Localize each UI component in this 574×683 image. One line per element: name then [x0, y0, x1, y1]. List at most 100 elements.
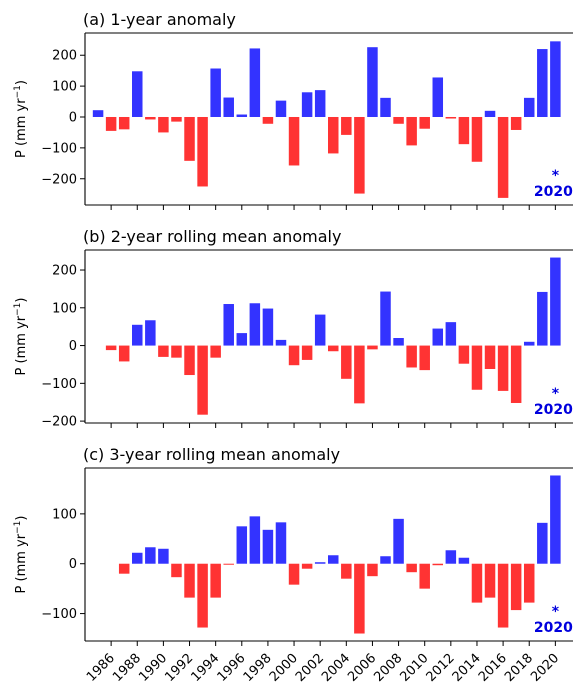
- panel-c-bar-1989: [145, 547, 156, 564]
- panel-b-bar-2012: [445, 322, 457, 346]
- panel-b-bar-2004: [341, 345, 352, 379]
- panel-b-bar-2007: [380, 291, 391, 346]
- panel-b-ytick-label: 0: [69, 339, 77, 354]
- panel-c-bar-1988: [132, 552, 143, 564]
- panel-c-bar-2011: [432, 563, 444, 566]
- panel-a-bar-2018: [523, 97, 535, 117]
- panel-b-bar-1992: [184, 345, 195, 376]
- panel-b-bar-2010: [419, 345, 430, 371]
- panel-c-annotation-star: *: [552, 604, 560, 620]
- panel-b-bar-1997: [249, 303, 261, 346]
- panel-a-bar-1988: [132, 71, 143, 117]
- panel-a-bar-2004: [341, 116, 352, 135]
- panel-b-bar-2020: [550, 257, 561, 346]
- panel-b-bar-2016: [497, 345, 509, 391]
- panel-c-bar-2015: [484, 563, 496, 598]
- panel-b-ylabel-close: ): [14, 298, 29, 303]
- panel-b-bar-1991: [171, 345, 182, 358]
- panel-a-bar-1986: [105, 116, 117, 131]
- panel-a-bar-2014: [471, 116, 483, 162]
- panel-c-bar-2005: [354, 563, 365, 634]
- panel-c-bar-2016: [497, 563, 509, 628]
- panel-c-bar-2003: [328, 555, 339, 564]
- panel-c-bar-1997: [249, 516, 261, 564]
- panel-a-bar-2011: [432, 77, 444, 117]
- panel-b-bar-1996: [236, 333, 248, 346]
- panel-c-bar-2001: [301, 563, 313, 569]
- panel-a-bar-1997: [249, 48, 261, 117]
- panel-b-bar-2014: [471, 345, 483, 390]
- panel-b-bar-2009: [406, 345, 417, 368]
- panel-a-bar-2017: [510, 116, 522, 130]
- panel-b-bar-1986: [105, 345, 117, 351]
- panel-c-bar-1999: [275, 522, 287, 564]
- panel-c-bar-1991: [171, 563, 182, 578]
- panel-a-bar-2016: [497, 116, 509, 198]
- panel-a-ytick-label: −100: [41, 141, 77, 156]
- panel-b-bar-2011: [432, 328, 444, 346]
- panel-a-bar-2006: [367, 47, 378, 117]
- panel-b-bar-1988: [132, 324, 143, 346]
- panel-a-bar-1998: [262, 116, 274, 124]
- panel-b-ylabel: P (mm yr−1): [13, 298, 29, 376]
- panel-b-bar-2006: [367, 345, 378, 350]
- panel-a-bar-2020: [550, 41, 561, 118]
- panel-c-bar-1995: [223, 563, 234, 565]
- panel-b-bar-1998: [262, 308, 274, 346]
- panel-c-bar-2007: [380, 556, 391, 564]
- panel-b-bar-1989: [145, 320, 156, 346]
- panel-c-bar-2012: [445, 550, 457, 564]
- panel-a-ytick-label: −200: [41, 172, 77, 187]
- panel-b-bar-1993: [197, 345, 208, 415]
- panel-b-ytick-label: −100: [41, 377, 77, 392]
- panel-b-ytick-label: 200: [52, 264, 77, 279]
- panel-b-title: (b) 2-year rolling mean anomaly: [83, 227, 341, 246]
- panel-c-annotation-year: 2020: [534, 620, 573, 636]
- panel-a-bar-1985: [92, 110, 104, 117]
- panel-a-title: (a) 1-year anomaly: [83, 10, 236, 29]
- panel-b-ytick-label: 100: [52, 301, 77, 316]
- panel-b-bar-2008: [393, 338, 404, 346]
- panel-c-bar-2000: [288, 563, 300, 585]
- panel-a-annotation-year: 2020: [534, 184, 573, 200]
- panel-c-bar-1990: [158, 548, 169, 564]
- panel-b-bar-2013: [458, 345, 470, 364]
- panel-a-bar-2003: [328, 116, 339, 154]
- panel-c-title: (c) 3-year rolling mean anomaly: [83, 445, 340, 464]
- panel-a-bar-2012: [445, 116, 457, 119]
- panel-c-bar-1998: [262, 529, 274, 564]
- panel-a-bar-1993: [197, 116, 208, 187]
- panel-a-bar-2015: [484, 110, 496, 117]
- panel-b-bar-2017: [510, 345, 522, 403]
- panel-b-bar-2001: [301, 345, 313, 360]
- panel-a-bar-2010: [419, 116, 430, 129]
- panel-b-bar-2018: [523, 341, 535, 346]
- panel-c-bar-2019: [537, 522, 548, 564]
- panel-c-bar-1994: [210, 563, 221, 598]
- panel-b-bar-2003: [328, 345, 339, 352]
- panel-b-bar-2000: [288, 345, 300, 366]
- panel-c-bar-2009: [406, 563, 417, 573]
- panel-c-ylabel-exp: −1: [13, 521, 23, 534]
- panel-a-bar-2009: [406, 116, 417, 146]
- panel-b-bar-2005: [354, 345, 365, 404]
- panel-a-bar-2019: [537, 49, 548, 118]
- panel-c-bar-2017: [510, 563, 522, 611]
- panel-a-bar-2008: [393, 116, 404, 124]
- panel-b-bar-2019: [537, 291, 548, 346]
- panel-b-bar-1995: [223, 304, 234, 346]
- panel-b-ylabel-exp: −1: [13, 303, 23, 316]
- panel-c-bar-1993: [197, 563, 208, 628]
- panel-c-bar-2002: [314, 562, 326, 564]
- panel-a-ylabel-exp: −1: [13, 85, 23, 98]
- panel-c-bar-2004: [341, 563, 352, 579]
- panel-a-bar-1996: [236, 114, 248, 117]
- panel-a-ylabel-text: P (mm yr: [14, 98, 29, 158]
- panel-a-bar-1987: [118, 116, 130, 130]
- panel-c-bar-2020: [550, 475, 561, 564]
- panel-c-ylabel: P (mm yr−1): [13, 516, 29, 594]
- panel-b: (b) 2-year rolling mean anomaly −200 −100 0…: [13, 227, 573, 430]
- panel-a-ylabel: P (mm yr−1): [13, 80, 29, 158]
- panel-a-bar-1995: [223, 97, 234, 117]
- panel-c-ylabel-text: P (mm yr: [14, 533, 29, 593]
